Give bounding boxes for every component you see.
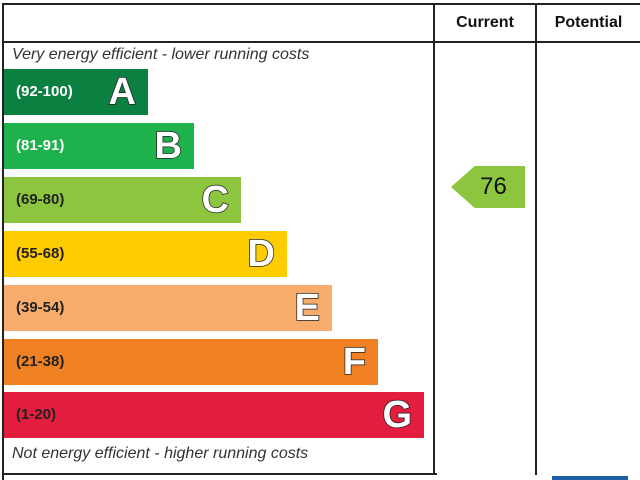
rating-band-a: (92-100) A [4, 69, 148, 115]
band-range-label: (21-38) [16, 353, 65, 370]
efficient-note: Very energy efficient - lower running co… [12, 46, 310, 63]
band-range-label: (69-80) [16, 191, 65, 208]
band-letter: G [382, 393, 413, 437]
band-letter: A [108, 70, 137, 114]
band-letter: E [294, 286, 321, 330]
epc-chart-frame [2, 3, 640, 480]
band-range-label: (92-100) [16, 83, 73, 100]
rating-band-e: (39-54) E [4, 285, 332, 331]
current-column-divider [433, 3, 435, 475]
footer-divider [2, 473, 437, 475]
band-range-label: (1-20) [16, 406, 57, 423]
rating-band-g: (1-20) G [4, 392, 424, 438]
potential-column-header: Potential [554, 14, 623, 31]
potential-column-divider [535, 3, 537, 475]
band-letter: F [342, 340, 367, 384]
band-letter: B [154, 124, 183, 168]
footer-accent-bar [552, 476, 628, 480]
band-range-label: (39-54) [16, 299, 65, 316]
rating-band-f: (21-38) F [4, 339, 378, 385]
rating-band-d: (55-68) D [4, 231, 287, 277]
inefficient-note: Not energy efficient - higher running co… [12, 445, 309, 462]
band-range-label: (55-68) [16, 245, 65, 262]
header-divider [2, 41, 640, 43]
current-rating-value: 76 [480, 173, 507, 200]
rating-band-c: (69-80) C [4, 177, 241, 223]
rating-band-b: (81-91) B [4, 123, 194, 169]
current-column-header: Current [456, 14, 514, 31]
band-letter: D [247, 232, 276, 276]
band-range-label: (81-91) [16, 137, 65, 154]
band-letter: C [201, 178, 230, 222]
